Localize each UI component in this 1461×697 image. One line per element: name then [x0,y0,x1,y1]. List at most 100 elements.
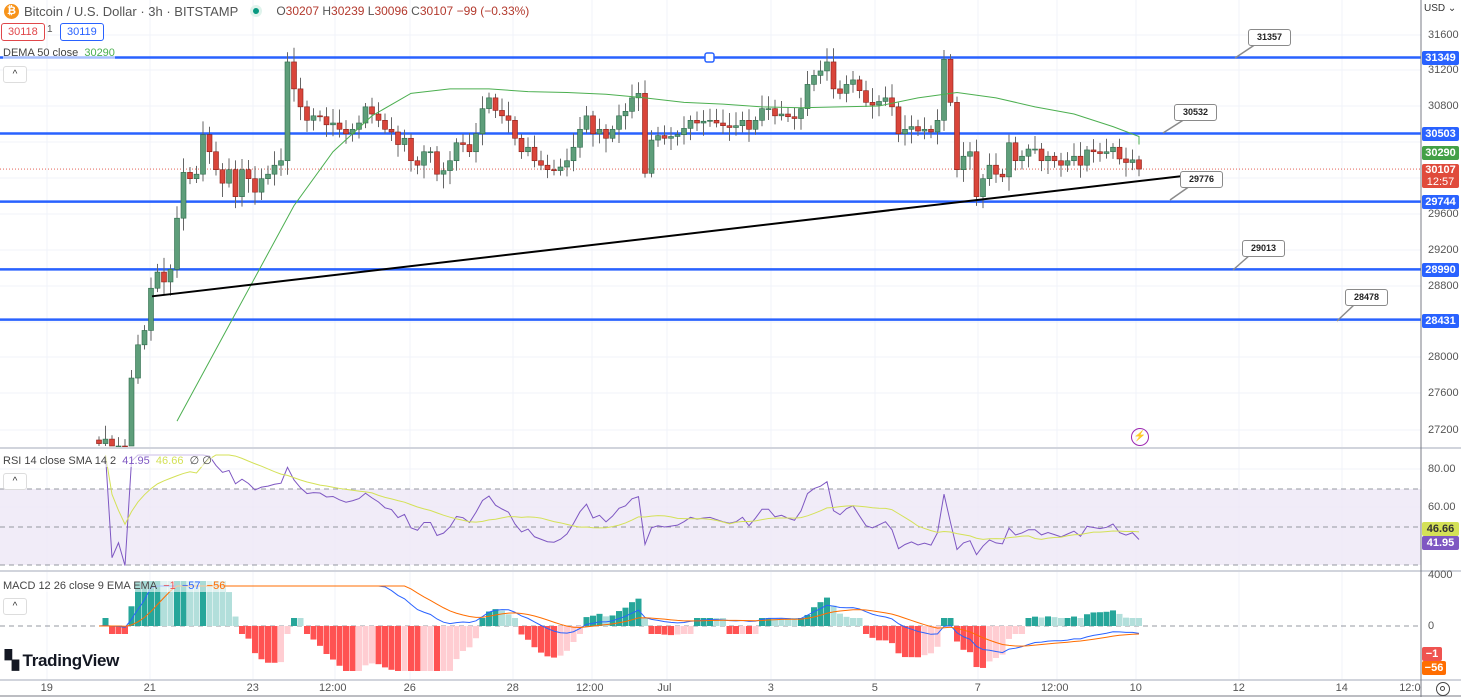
price-tick: 30800 [1428,100,1459,112]
macd-hist-bar [915,626,921,658]
candle-up [629,97,635,112]
sell-button[interactable]: 30118 [1,23,45,41]
candle-up [447,160,453,171]
currency-dropdown[interactable]: USD ⌄ [1424,3,1457,14]
macd-hist-bar [226,592,232,626]
macd-hist-bar [239,626,245,634]
macd-hist-bar [148,581,154,626]
lightning-icon[interactable]: ⚡ [1131,428,1149,446]
macd-hist-bar [518,626,525,635]
macd-hist-bar [674,626,681,635]
candle-down [1038,148,1045,162]
candle-up [102,438,109,444]
macd-hist-bar [726,626,733,634]
candle-up [564,160,570,168]
macd-hist-bar [278,626,284,663]
candle-up [668,136,674,139]
macd-hist-bar [401,626,408,671]
candle-up [765,108,772,110]
macd-hist-bar [531,626,538,648]
candle-up [733,125,739,128]
candle-up [486,97,492,109]
level-callout[interactable]: 30532 [1174,104,1218,121]
macd-hist-bar [908,626,915,658]
candle-up [1006,142,1012,178]
macd-hist-bar [752,626,759,634]
macd-hist-bar [954,626,960,642]
macd-hist-bar [245,626,252,639]
macd-hist-bar [174,581,180,626]
macd-hist-bar [817,602,824,626]
candle-down [499,110,505,117]
candle-up [655,135,661,141]
candle-down [928,128,934,133]
candle-up [284,61,291,162]
candle-up [616,115,622,130]
buy-button[interactable]: 30119 [60,23,104,41]
candle-up [934,120,941,133]
price-tick: 31200 [1428,64,1459,76]
trendline-callout[interactable]: 29776 [1180,171,1224,188]
macd-hist-bar [824,597,830,626]
collapse-macd-button[interactable]: ^ [3,598,27,615]
dema-line [176,88,1140,422]
candle-up [1103,151,1110,154]
candle-up [687,120,694,129]
time-label: Jul [657,682,672,694]
candle-up [570,146,577,162]
macd-hist-tag: −1 [1422,647,1442,661]
collapse-main-button[interactable]: ^ [3,66,27,83]
macd-hist-bar [1006,626,1012,639]
macd-hist-bar [1084,614,1090,626]
level-callout[interactable]: 29013 [1242,240,1286,257]
candle-down [863,90,869,103]
macd-hist-bar [479,618,486,626]
settings-gear-icon[interactable] [1436,682,1450,696]
candle-down [219,169,226,184]
candle-down [492,97,499,111]
candle-up [876,101,882,106]
time-label: 26 [403,682,416,694]
macd-hist-bar [1136,618,1142,626]
candle-up [557,166,564,171]
macd-hist-bar [759,618,765,626]
candle-up [739,120,746,126]
candle-down [395,131,401,145]
rsi-sma-tag: 46.66 [1422,522,1459,536]
candle-down [466,144,473,153]
trendline [151,174,1184,298]
macd-hist-bar [765,618,772,626]
collapse-rsi-button[interactable]: ^ [3,473,27,490]
candle-down [434,151,440,175]
macd-hist-bar [330,626,336,660]
candle-up [135,344,141,379]
dema-legend[interactable]: DEMA 50 close 30290 [3,47,115,59]
macd-hist-bar [863,626,869,634]
level-callout[interactable]: 28478 [1345,289,1389,306]
macd-hist-bar [655,626,661,634]
candle-up [960,155,967,170]
macd-legend[interactable]: MACD 12 26 close 9 EMA EMA −1 −57 −56 [3,580,226,592]
candle-down [993,164,999,175]
candle-up [330,122,336,126]
time-label: 12:00 [576,682,604,694]
symbol-title[interactable]: Bitcoin / U.S. Dollar · 3h · BITSTAMP [24,3,239,19]
candle-down [603,128,609,139]
candle-up [921,128,928,132]
candle-down [232,169,239,197]
macd-hist-bar [102,618,109,626]
candle-down [109,438,115,447]
macd-hist-bar [1103,611,1110,626]
level-tag: 29744 [1422,195,1459,209]
macd-hist-bar [258,626,265,660]
candle-up [622,111,629,117]
rsi-legend[interactable]: RSI 14 close SMA 14 2 41.95 46.66 ∅ ∅ [3,454,212,467]
level-callout[interactable]: 31357 [1248,29,1292,46]
candle-up [980,178,986,197]
macd-hist-bar [733,626,739,634]
candle-up [1019,155,1025,162]
macd-hist-bar [336,626,343,666]
macd-hist-bar [447,626,453,671]
macd-hist-bar [1129,618,1136,626]
